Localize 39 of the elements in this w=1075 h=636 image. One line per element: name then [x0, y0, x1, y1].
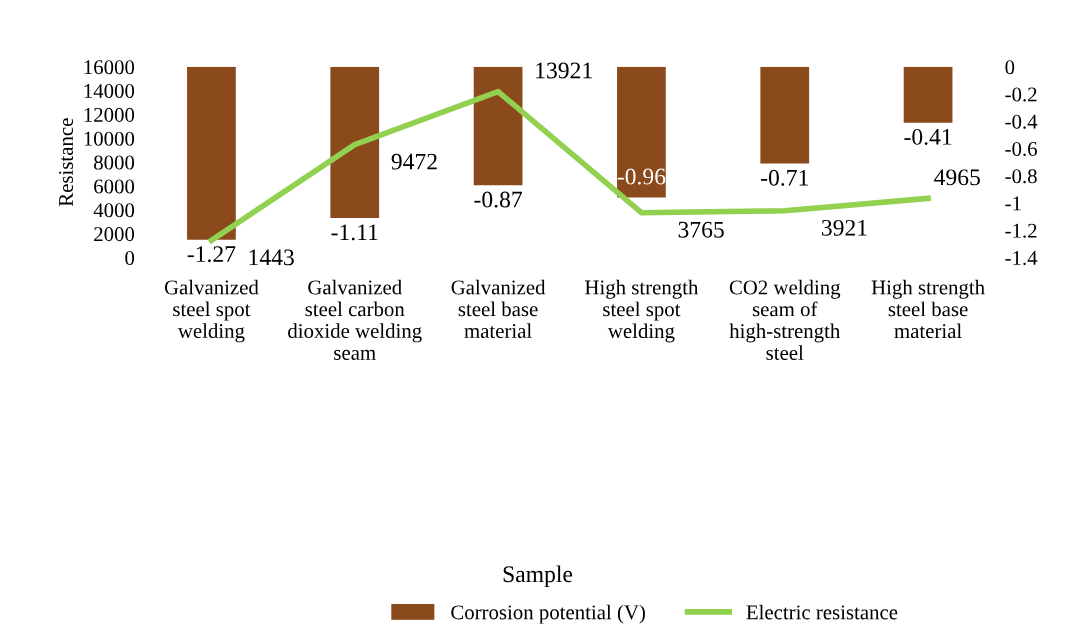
y2-tick-label: -0.6 — [1005, 141, 1037, 157]
text: Sample — [503, 565, 573, 587]
y2-tick-label: -0.8 — [1005, 169, 1037, 184]
x-tick-label: Galvanized steel carbon dioxide welding seam — [288, 279, 422, 360]
data-label: -0.71 — [761, 169, 808, 186]
data-label: -0.87 — [474, 191, 522, 208]
y-tick-label: 14000 — [84, 84, 135, 99]
data-label: 9472 — [391, 153, 437, 170]
y-tick-label: 6000 — [94, 179, 135, 194]
data-label: -1.11 — [331, 224, 378, 241]
x-tick-label: High strength steel spot welding — [585, 279, 699, 343]
data-label: -0.96 — [617, 168, 666, 185]
y-tick-label: 10000 — [84, 131, 135, 146]
data-label: 13921 — [536, 62, 592, 79]
data-label: 3765 — [678, 221, 724, 238]
x-tick-label: Galvanized steel base material — [451, 279, 546, 339]
y2-tick-label: -1.2 — [1005, 223, 1037, 238]
data-label: 4965 — [934, 169, 980, 186]
data-label: -1.27 — [187, 246, 236, 263]
y2-tick-label: 0 — [1005, 60, 1015, 75]
y2-tick-label: -0.2 — [1005, 87, 1037, 102]
y-tick-label: 12000 — [84, 107, 135, 122]
x-tick-label: CO2 welding seam of high-strength steel — [729, 279, 841, 360]
y2-tick-label: -0.4 — [1005, 114, 1038, 129]
legend-label: Corrosion potential (V) — [451, 604, 645, 624]
x-tick-label: Galvanized steel spot welding — [164, 279, 259, 343]
data-label: 3921 — [821, 219, 867, 236]
y-tick-label: 2000 — [94, 227, 135, 242]
y-axis-title: Resistance — [59, 118, 74, 207]
legend-label: Electric resistance — [746, 604, 898, 620]
y-tick-label: 0 — [125, 250, 135, 266]
y-tick-label: 16000 — [84, 60, 135, 75]
data-label: -0.41 — [904, 128, 952, 145]
y2-tick-label: -1.4 — [1005, 251, 1038, 266]
y-tick-label: 8000 — [94, 155, 135, 170]
data-label: 1443 — [249, 249, 294, 266]
y-tick-label: 4000 — [93, 203, 135, 218]
y2-tick-label: -1 — [1005, 196, 1021, 211]
x-tick-label: High strength steel base material — [871, 279, 985, 339]
